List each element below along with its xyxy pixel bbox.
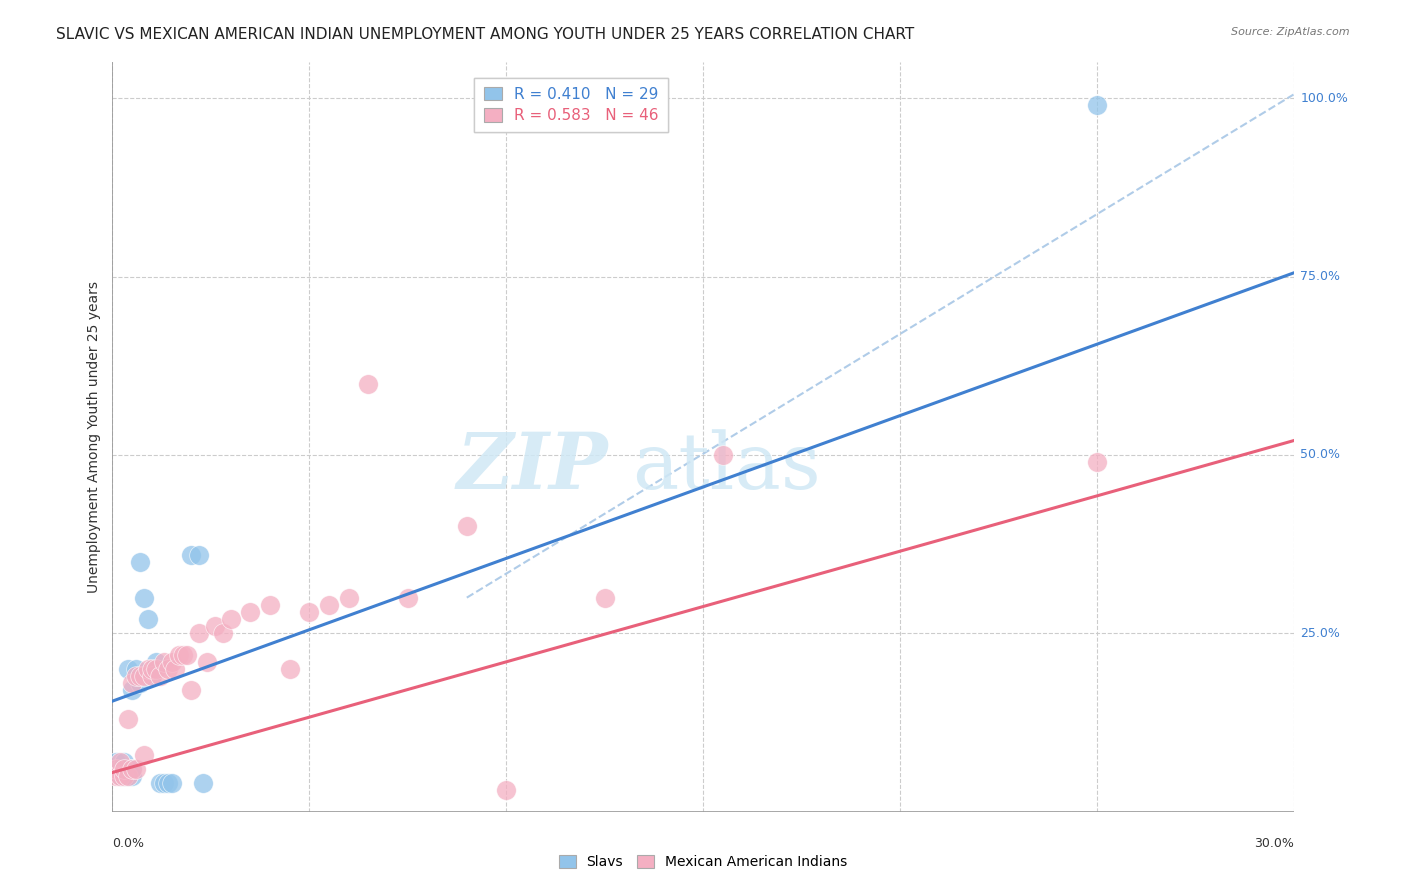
Point [160, 655, 183, 669]
Point [145, 655, 167, 669]
Point [180, 548, 202, 562]
Point [145, 662, 167, 676]
Legend: Slavs, Mexican American Indians: Slavs, Mexican American Indians [553, 848, 853, 876]
Text: atlas: atlas [633, 429, 821, 505]
Point [136, 662, 159, 676]
Point [125, 762, 148, 776]
Point [195, 655, 218, 669]
Text: ZIP: ZIP [457, 429, 609, 505]
Point [191, 776, 214, 790]
Point [156, 662, 179, 676]
Point [117, 769, 139, 783]
Point [112, 762, 135, 776]
Point [132, 591, 155, 605]
Point [259, 598, 281, 612]
Point [141, 662, 163, 676]
Point [141, 669, 163, 683]
Point [105, 769, 128, 783]
Point [110, 769, 132, 783]
Point [112, 755, 135, 769]
Point [298, 605, 321, 619]
Point [211, 626, 233, 640]
Point [176, 648, 198, 662]
Point [188, 626, 211, 640]
Text: Source: ZipAtlas.com: Source: ZipAtlas.com [1232, 27, 1350, 37]
Point [117, 662, 139, 676]
Point [125, 669, 148, 683]
Text: 50.0%: 50.0% [1301, 449, 1340, 461]
Point [112, 769, 135, 783]
Point [149, 669, 172, 683]
Text: 0.0%: 0.0% [112, 837, 145, 850]
Point [121, 676, 143, 690]
Point [204, 619, 226, 633]
Point [711, 448, 734, 462]
Point [169, 648, 191, 662]
Y-axis label: Unemployment Among Youth under 25 years: Unemployment Among Youth under 25 years [87, 281, 101, 593]
Text: 30.0%: 30.0% [1254, 837, 1294, 850]
Point [105, 755, 128, 769]
Point [239, 605, 262, 619]
Point [129, 676, 152, 690]
Point [121, 769, 143, 783]
Text: 100.0%: 100.0% [1301, 92, 1348, 104]
Point [132, 747, 155, 762]
Point [117, 762, 139, 776]
Point [337, 591, 360, 605]
Point [152, 655, 174, 669]
Legend: R = 0.410   N = 29, R = 0.583   N = 46: R = 0.410 N = 29, R = 0.583 N = 46 [474, 78, 668, 132]
Point [121, 762, 143, 776]
Point [318, 598, 340, 612]
Point [172, 648, 194, 662]
Point [125, 662, 148, 676]
Point [475, 98, 498, 112]
Point [141, 669, 163, 683]
Point [117, 769, 139, 783]
Point [396, 591, 419, 605]
Point [105, 762, 128, 776]
Point [219, 612, 242, 626]
Point [188, 548, 211, 562]
Point [180, 683, 202, 698]
Point [129, 555, 152, 569]
Point [1085, 455, 1108, 469]
Point [456, 519, 478, 533]
Point [110, 769, 132, 783]
Point [121, 683, 143, 698]
Point [117, 712, 139, 726]
Point [112, 769, 135, 783]
Point [156, 776, 179, 790]
Point [593, 591, 616, 605]
Point [136, 612, 159, 626]
Point [1085, 98, 1108, 112]
Point [121, 762, 143, 776]
Point [278, 662, 301, 676]
Text: 25.0%: 25.0% [1301, 627, 1340, 640]
Point [112, 762, 135, 776]
Point [152, 776, 174, 790]
Point [129, 669, 152, 683]
Point [160, 776, 183, 790]
Text: SLAVIC VS MEXICAN AMERICAN INDIAN UNEMPLOYMENT AMONG YOUTH UNDER 25 YEARS CORREL: SLAVIC VS MEXICAN AMERICAN INDIAN UNEMPL… [56, 27, 914, 42]
Point [357, 376, 380, 391]
Point [165, 662, 187, 676]
Point [110, 762, 132, 776]
Text: 75.0%: 75.0% [1301, 270, 1340, 283]
Point [105, 762, 128, 776]
Point [132, 669, 155, 683]
Point [149, 776, 172, 790]
Point [495, 783, 517, 797]
Point [110, 755, 132, 769]
